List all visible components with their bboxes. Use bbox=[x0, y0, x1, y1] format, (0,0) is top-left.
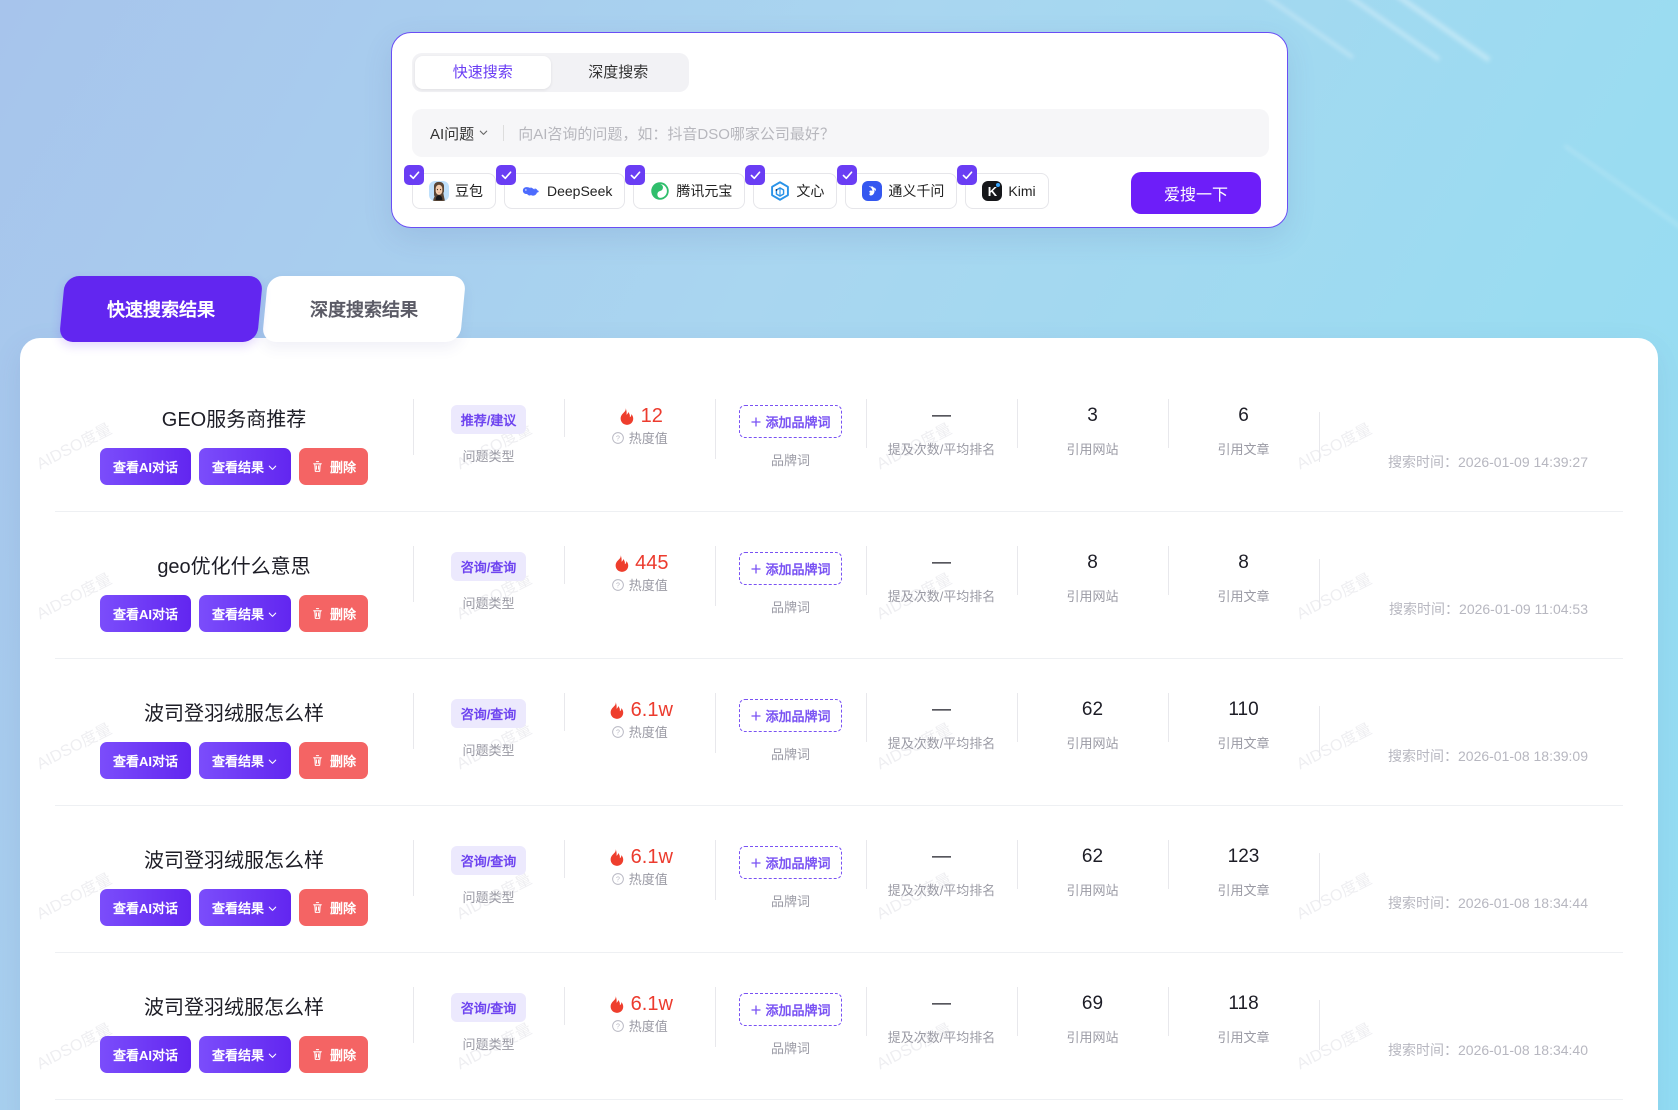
svg-text:?: ? bbox=[616, 582, 620, 589]
svg-text:?: ? bbox=[616, 435, 620, 442]
svg-text:?: ? bbox=[616, 1023, 620, 1030]
svg-text:?: ? bbox=[616, 729, 620, 736]
svg-text:?: ? bbox=[616, 876, 620, 883]
